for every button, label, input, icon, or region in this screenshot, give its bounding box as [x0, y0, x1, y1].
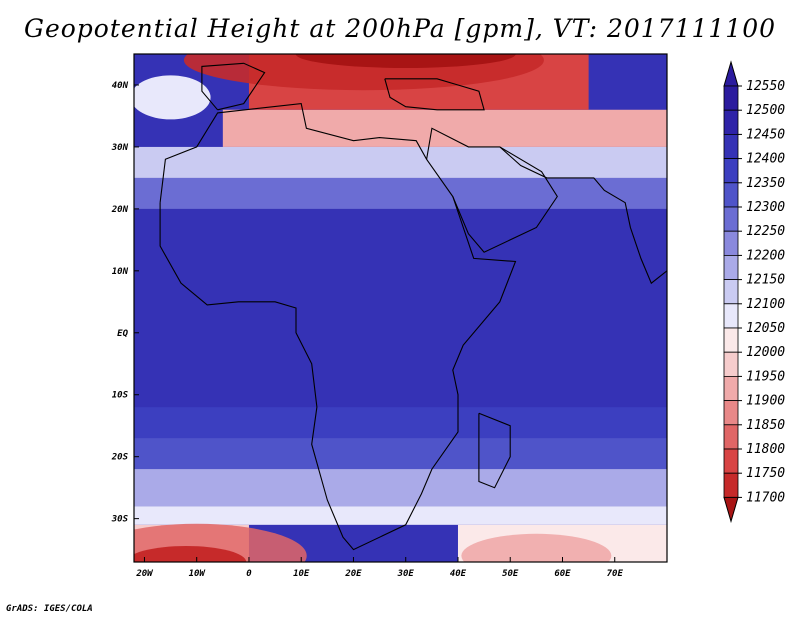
colorbar-swatch [723, 133, 739, 159]
colorbar-swatch [723, 109, 739, 135]
coastline-arabia [426, 127, 558, 253]
coastline-turkey [384, 78, 485, 111]
colorbar-label: 12500 [746, 103, 785, 118]
y-tick-label: 10S [112, 391, 129, 401]
chart-title: Geopotential Height at 200hPa [gpm], VT:… [23, 14, 777, 43]
y-tick-label: 10N [112, 267, 129, 277]
y-tick-label: 20S [111, 453, 129, 463]
contour-band-12350 [134, 438, 667, 470]
colorbar-swatch [723, 351, 739, 377]
coastline-madagascar [478, 412, 511, 489]
x-tick-label: 30E [397, 569, 415, 579]
colorbar-label: 11750 [746, 466, 785, 481]
coastline-asia [499, 146, 667, 285]
plot-frame [133, 53, 668, 563]
grads-credit: GrADS: IGES/COLA [6, 604, 93, 614]
colorbar-label: 11950 [746, 369, 785, 384]
low-height-core-south [461, 533, 612, 562]
y-tick-label: EQ [117, 329, 128, 339]
x-tick-label: 20E [344, 569, 362, 579]
x-tick-label: 10E [293, 569, 310, 579]
colorbar-swatch [723, 375, 739, 401]
colorbar-swatch [723, 303, 739, 329]
height-field [134, 54, 667, 562]
colorbar-swatch [723, 158, 739, 184]
colorbar-label: 12350 [746, 176, 785, 191]
colorbar-swatch [723, 230, 739, 256]
colorbar-swatch [723, 206, 739, 232]
x-tick-label: 10W [189, 569, 207, 579]
coastline-africa [159, 102, 517, 551]
y-tick-label: 20N [111, 205, 129, 215]
x-tick-label: 60E [554, 569, 571, 579]
colorbar-swatch [723, 85, 739, 111]
colorbar-swatch [723, 448, 739, 474]
y-tick-label: 40N [112, 81, 129, 91]
colorbar-bottom-arrow [723, 496, 739, 524]
colorbar-swatch [723, 279, 739, 305]
colorbar-swatch [723, 182, 739, 208]
colorbar-label: 12150 [746, 273, 785, 288]
low-height-core-north-inner [295, 54, 516, 68]
colorbar-label: 12400 [746, 152, 785, 167]
colorbar-label: 12300 [746, 200, 785, 215]
contour-band-12400 [134, 407, 667, 439]
x-tick-label: 0 [246, 569, 252, 579]
x-tick-label: 70E [607, 569, 624, 579]
contour-band-12100 [134, 506, 667, 525]
contour-band-12150 [134, 146, 667, 178]
x-tick-label: 40E [450, 569, 467, 579]
colorbar-label: 12000 [746, 345, 785, 360]
y-tick-label: 30S [111, 515, 129, 525]
colorbar-top-arrow [723, 60, 739, 87]
contour-band-11950 [222, 109, 667, 147]
colorbar-label: 11700 [746, 490, 785, 505]
colorbar-swatch [723, 327, 739, 353]
contour-band-12300 [134, 177, 667, 209]
colorbar-label: 11800 [746, 442, 785, 457]
x-tick-label: 20W [135, 569, 154, 579]
colorbar-label: 12450 [746, 127, 785, 142]
low-height-core-southwest-inner [134, 546, 247, 562]
contour-band-12200 [134, 469, 667, 507]
colorbar-label: 11850 [746, 418, 785, 433]
ridge-atlantic [134, 75, 211, 120]
colorbar-swatch [723, 424, 739, 450]
colorbar-swatch [723, 472, 739, 498]
x-tick-label: 50E [502, 569, 519, 579]
coastline-iberia [201, 62, 266, 111]
colorbar-label: 11900 [746, 394, 785, 409]
colorbar-label: 12200 [746, 248, 785, 263]
colorbar-label: 12100 [746, 297, 785, 312]
colorbar-swatch [723, 254, 739, 280]
colorbar-label: 12050 [746, 321, 785, 336]
y-tick-label: 30N [111, 143, 129, 153]
colorbar-label: 12250 [746, 224, 785, 239]
colorbar-label: 12550 [746, 79, 785, 94]
contour-band-12450 [134, 208, 667, 408]
colorbar-swatch [723, 400, 739, 426]
